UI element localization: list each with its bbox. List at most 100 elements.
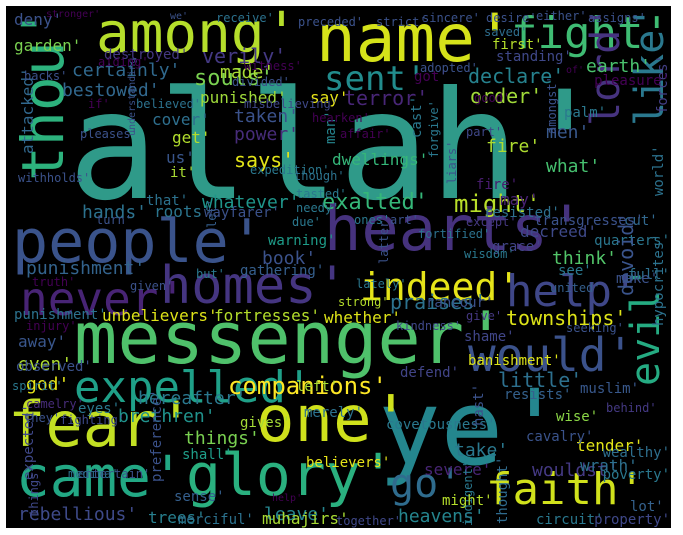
word-preference-149: preference'	[149, 389, 165, 482]
word-good-118: good'	[474, 91, 511, 105]
word-merciful-90: merciful'	[178, 512, 254, 528]
word-entertain-98: entertain'	[78, 467, 151, 481]
word-got-117: got'	[414, 69, 448, 85]
word-fear-6: fear'	[8, 388, 195, 461]
word-covetousness-142: covetousness'	[386, 417, 496, 433]
word-left-140: left'	[296, 379, 339, 395]
word-banishment-95: banishment'	[468, 353, 561, 369]
word-book-55: book'	[262, 248, 317, 269]
word-adopted-188: adopted'	[420, 61, 478, 75]
word-receive-189: receive'	[216, 11, 274, 25]
word-terror-31: terror'	[344, 86, 429, 110]
word-hereafter-66: hereafter'	[138, 388, 247, 409]
word-they-158: they'	[24, 411, 61, 425]
word-give-138: give'	[466, 309, 503, 323]
word-shame-96: shame'	[464, 329, 515, 345]
word-taken-40: taken'	[234, 106, 300, 127]
word-order-32: order'	[470, 84, 543, 108]
word-unbelievers-59: unbelievers'	[102, 306, 218, 325]
word-among-11: among'	[96, 6, 299, 66]
word-resists-86: resists'	[504, 387, 572, 403]
word-saved-116: saved'	[484, 25, 528, 39]
word-made-37: made'	[220, 62, 275, 83]
word-together-146: together'	[336, 514, 402, 528]
word-seeking-139: seeking'	[566, 321, 624, 335]
word-name-3: name'	[316, 6, 515, 77]
word-defend-99: defend'	[400, 365, 460, 381]
word-united-133: united'	[550, 281, 601, 295]
word-certainly-34: certainly'	[72, 60, 181, 81]
word-punishment-155: punishment'	[14, 307, 107, 323]
word-pleases-171: pleases'	[80, 127, 138, 141]
word-hypocrites-132: hypocrites'	[651, 233, 667, 326]
word-hearken-180: hearken'	[312, 111, 370, 125]
word-misbelieving-179: misbelieving'	[244, 97, 338, 111]
word-strict-191: strict'	[376, 15, 427, 29]
word-except-127: except'	[466, 215, 517, 229]
word-it-172: it'	[170, 165, 196, 181]
word-never-20: never'	[20, 272, 187, 326]
word-part-122: part'	[466, 125, 503, 139]
word-faith-16: faith'	[486, 464, 645, 515]
word-eyes-157: eyes'	[78, 401, 121, 417]
word-came-9: came'	[16, 445, 185, 510]
word-believers-79: believers'	[306, 455, 391, 471]
word-if-175: if'	[88, 97, 110, 111]
word-fight-12: fight'	[511, 8, 670, 59]
word-withholds-170: withholds'	[18, 171, 91, 185]
word-wealthy-84: wealthy'	[602, 445, 670, 461]
word-wayfarer-166: wayfarer'	[204, 205, 280, 221]
word-bestowed-35: bestowed'	[62, 80, 160, 101]
word-decreed-51: decreed'	[520, 222, 598, 241]
word-witness-187: witness'	[244, 59, 302, 73]
word-earth-38: earth'	[586, 56, 652, 77]
word-rancour-101: rancour'	[426, 295, 494, 311]
word-indeed-18: indeed'	[360, 265, 521, 309]
word-divided-178: divided'	[232, 75, 290, 89]
word-townships-57: townships'	[506, 306, 627, 330]
word-praises-56: praises'	[390, 290, 487, 314]
word-destroyed-113: destroyed'	[104, 47, 189, 63]
word-sense-148: sense'	[174, 489, 225, 505]
word-heavens-73: heavens'	[398, 506, 485, 527]
word-companions-25: companions'	[228, 372, 387, 400]
word-sent-23: sent'	[324, 59, 427, 99]
word-lot-87: lot'	[630, 499, 664, 515]
word-art-186: art'	[390, 213, 419, 227]
word-allah-0: allah'	[68, 60, 610, 234]
word-given-159: given'	[130, 279, 174, 293]
word-punishment-54: punishment'	[26, 258, 146, 279]
word-lately-136: lately'	[356, 277, 407, 291]
word-that-168: that'	[146, 193, 189, 209]
word-cavalry-82: cavalry'	[526, 429, 594, 445]
word-fire-105: fire'	[476, 177, 519, 193]
word-muslim-75: muslim'	[580, 381, 640, 397]
word-help-19: help'	[506, 266, 639, 317]
word-might-147: might'	[442, 493, 493, 509]
word-punished-36: punished'	[200, 88, 287, 107]
word-get-109: get'	[172, 128, 211, 147]
word-whatever-47: whatever'	[202, 192, 300, 213]
word-see-129: see'	[558, 263, 592, 279]
word-circuit-88: circuit'	[536, 512, 604, 528]
word-things-151: things'	[27, 465, 41, 516]
word-we-199: we'	[170, 11, 189, 22]
word-take-69: take'	[454, 440, 509, 461]
word-warning-103: warning'	[268, 233, 336, 249]
word-medina-150: medina'	[68, 467, 119, 481]
word-first-114: first'	[492, 37, 543, 53]
word-even-64: even'	[18, 354, 73, 375]
word-trees-74: trees'	[148, 508, 206, 527]
word-power-41: power'	[234, 124, 300, 145]
word-either-194: either'	[536, 9, 587, 23]
word-exalted-26: exalted'	[322, 190, 428, 215]
word-hast-143: hast'	[471, 383, 487, 426]
word-backs-176: backs'	[24, 69, 68, 83]
word-grace-102: grace'	[492, 239, 543, 255]
word-garden-33: garden'	[14, 36, 82, 55]
word-messenger-2: messenger'	[74, 296, 508, 380]
word-would-14: would'	[468, 328, 635, 382]
word-cloud: allah' ye' messenger' name' hearts' people' fe…	[6, 6, 671, 528]
word-though-182: though'	[294, 169, 345, 183]
word-might-27: might'	[454, 190, 541, 218]
